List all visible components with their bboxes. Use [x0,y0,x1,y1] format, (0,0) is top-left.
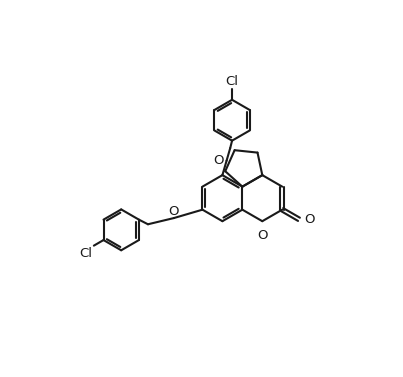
Text: O: O [257,228,268,242]
Text: O: O [304,213,314,226]
Text: Cl: Cl [226,75,239,87]
Text: O: O [169,205,179,218]
Text: O: O [213,154,224,167]
Text: Cl: Cl [79,247,92,261]
